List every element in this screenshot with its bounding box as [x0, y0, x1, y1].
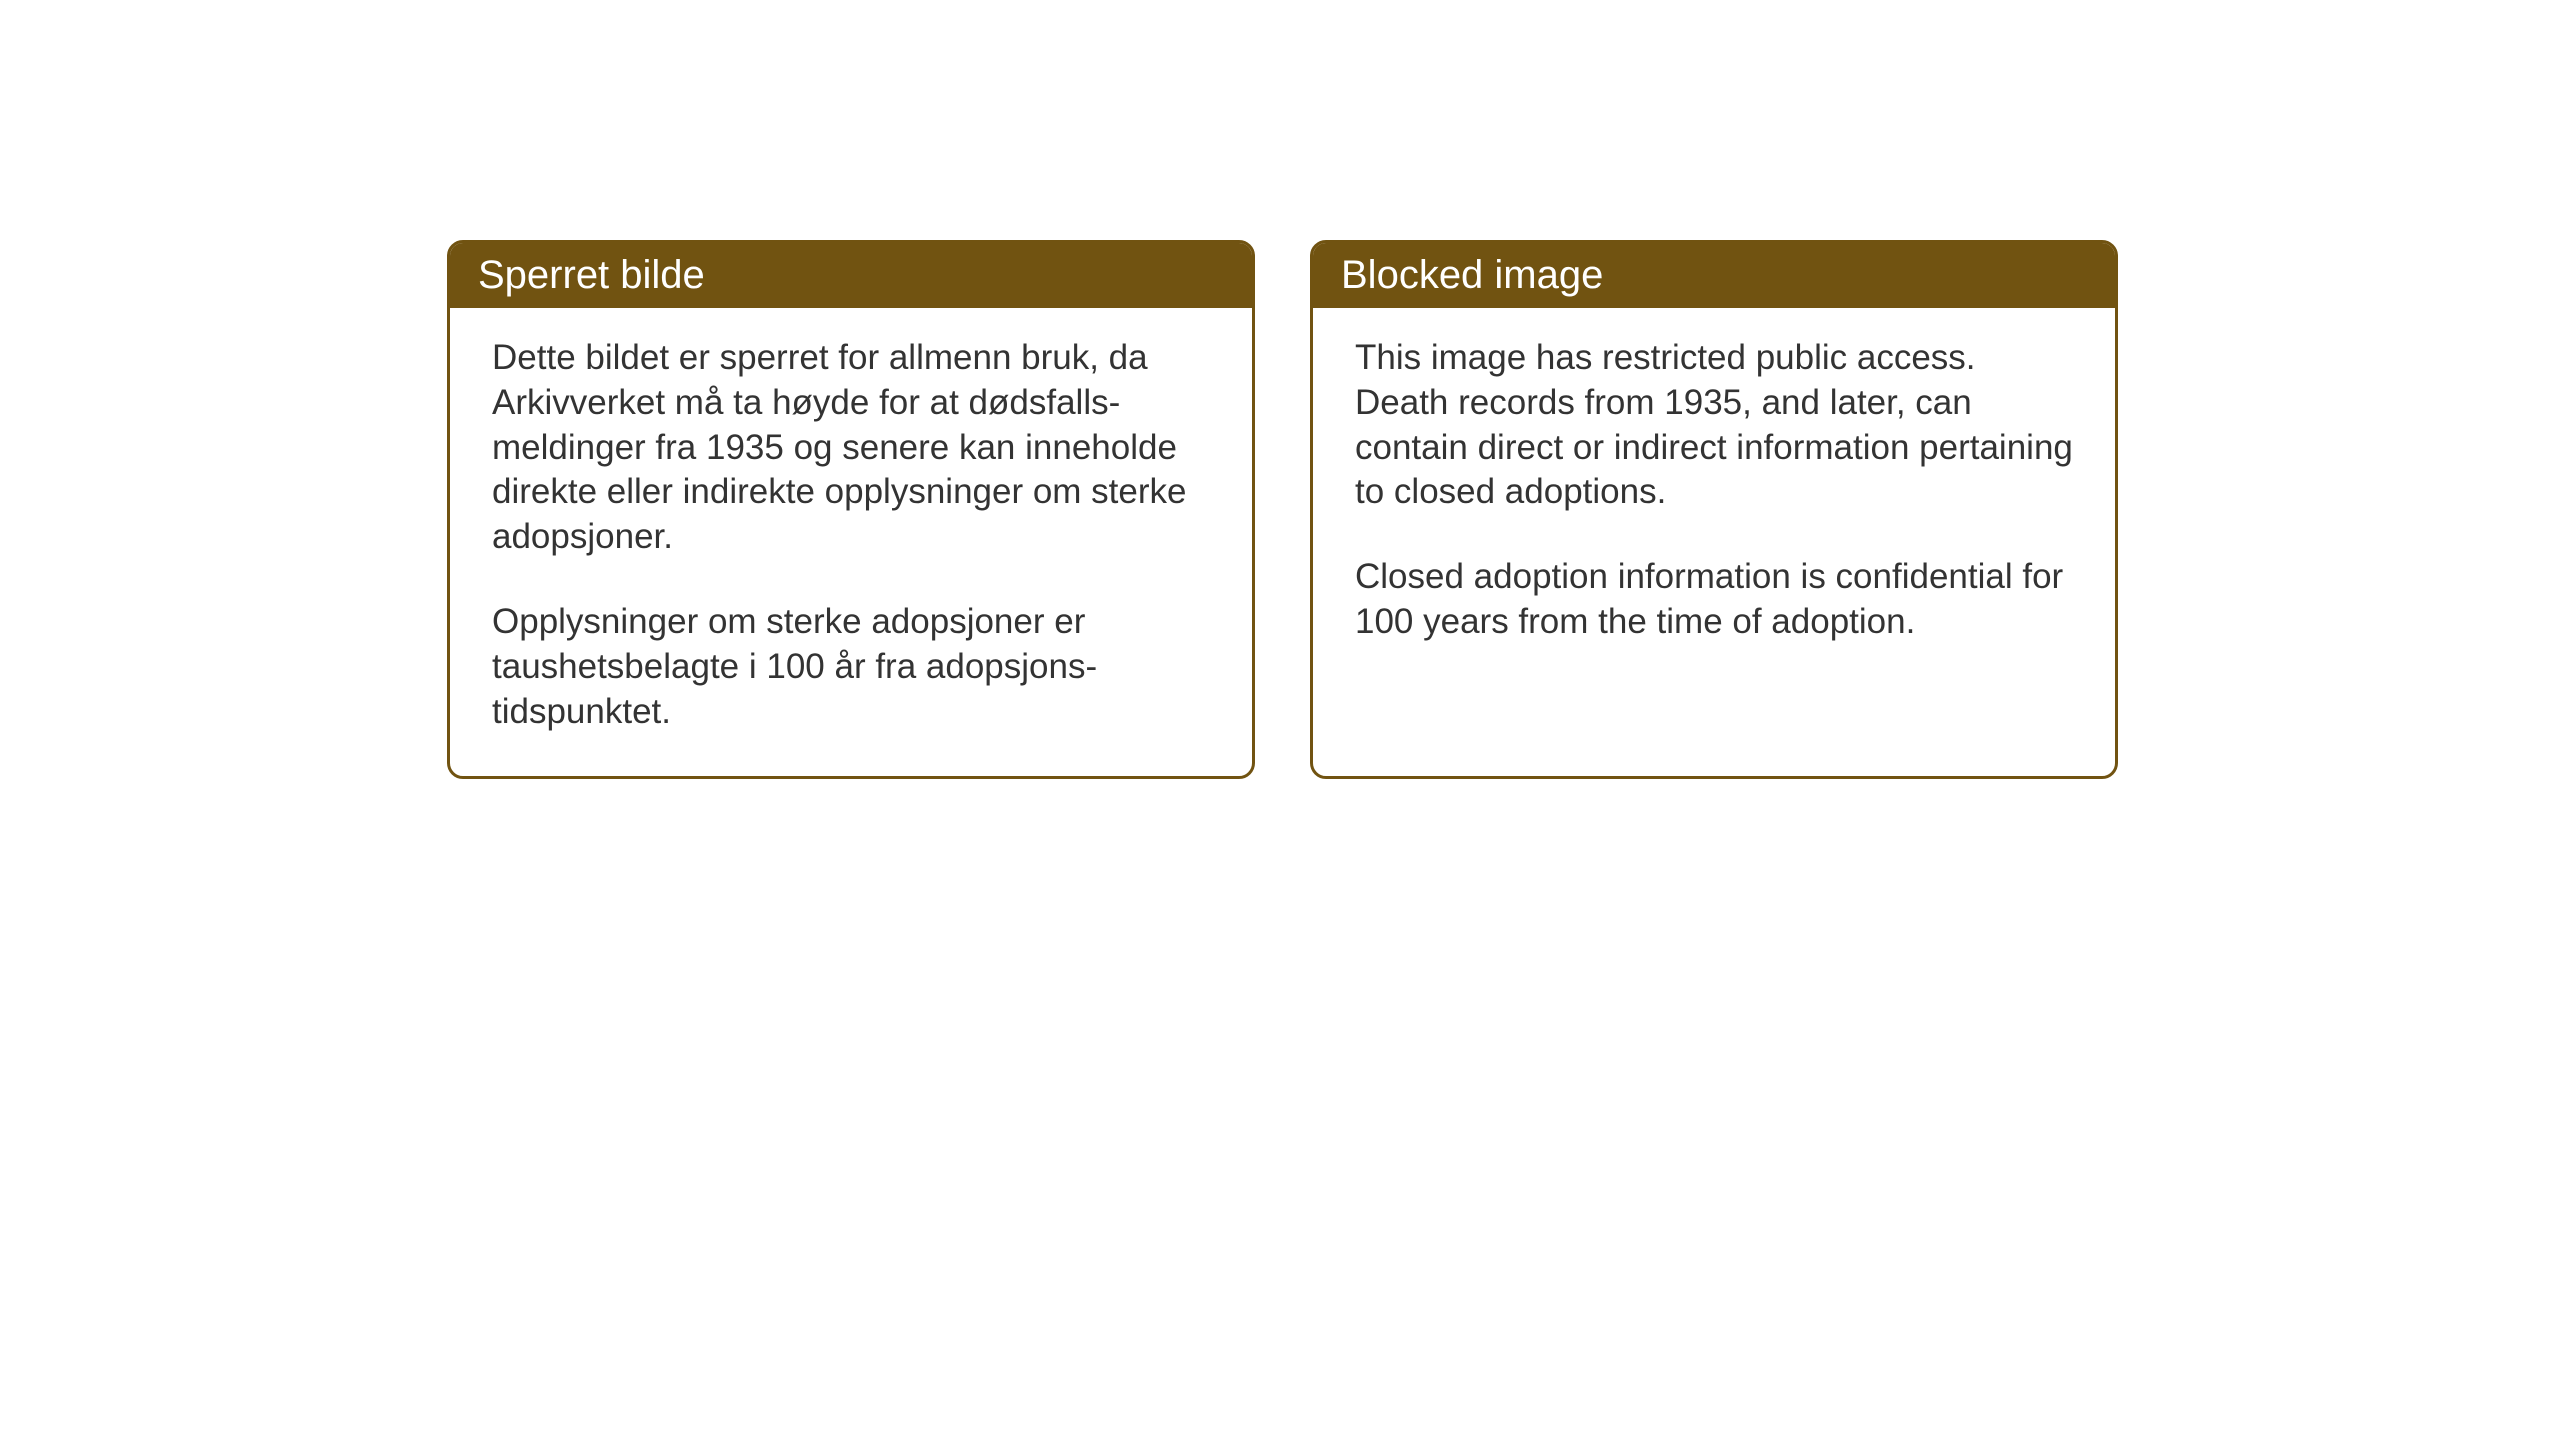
card-english: Blocked image This image has restricted … [1310, 240, 2118, 779]
card-paragraph-2-english: Closed adoption information is confident… [1355, 555, 2073, 645]
card-header-english: Blocked image [1313, 243, 2115, 308]
card-paragraph-1-english: This image has restricted public access.… [1355, 336, 2073, 515]
card-paragraph-1-norwegian: Dette bildet er sperret for allmenn bruk… [492, 336, 1210, 560]
card-title-norwegian: Sperret bilde [478, 253, 705, 297]
card-norwegian: Sperret bilde Dette bildet er sperret fo… [447, 240, 1255, 779]
card-body-english: This image has restricted public access.… [1313, 308, 2115, 687]
cards-container: Sperret bilde Dette bildet er sperret fo… [447, 240, 2118, 779]
card-title-english: Blocked image [1341, 253, 1603, 297]
card-header-norwegian: Sperret bilde [450, 243, 1252, 308]
card-paragraph-2-norwegian: Opplysninger om sterke adopsjoner er tau… [492, 600, 1210, 734]
card-body-norwegian: Dette bildet er sperret for allmenn bruk… [450, 308, 1252, 776]
